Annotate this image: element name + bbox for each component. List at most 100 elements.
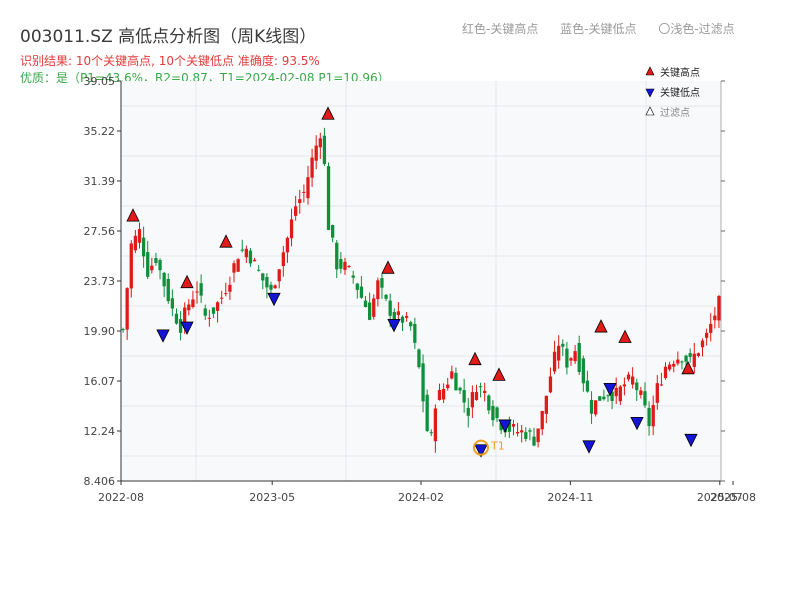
candle-body [713, 315, 717, 321]
candle-body [635, 382, 639, 391]
candle [298, 189, 302, 214]
candle-body [626, 374, 631, 380]
candle [536, 428, 540, 448]
y-axis-ticks: 8.406 12.24 16.07 19.90 23.73 27.56 31.39 35.22… [84, 75, 725, 488]
key-low-marker [603, 383, 617, 397]
candle [573, 345, 577, 364]
candle [281, 245, 285, 277]
candle [528, 427, 532, 441]
candle-body [610, 391, 614, 401]
candle [639, 386, 643, 399]
candle-body [154, 258, 158, 264]
candle [335, 240, 339, 279]
candle-body [306, 177, 310, 199]
candle-body [187, 304, 191, 311]
key-low-marker [684, 433, 698, 448]
key-high-marker [618, 329, 632, 343]
candle-body [335, 242, 339, 270]
y-tick-label: 35.22 [84, 125, 116, 138]
candle [400, 315, 405, 332]
candle [466, 398, 470, 428]
candle-body [191, 299, 195, 307]
candle [367, 292, 372, 321]
top-legend-filtered: 〇浅色-过滤点 [658, 22, 735, 36]
candle-body [211, 307, 216, 314]
candle-body [265, 276, 269, 288]
candles [121, 127, 721, 453]
candle-body [462, 390, 466, 403]
key-low-marker [387, 319, 401, 333]
candle-body [602, 396, 606, 400]
candle [651, 395, 655, 436]
candle-body [322, 135, 327, 165]
candle [667, 361, 672, 372]
candle [626, 371, 631, 382]
candle [569, 357, 573, 366]
x-tick-label: 2024-11 [547, 491, 593, 504]
candle-body [376, 280, 380, 300]
candle-body [409, 322, 413, 327]
candle-body [421, 363, 425, 402]
candle-body [363, 300, 368, 308]
key-low-marker [582, 440, 596, 454]
candle [585, 370, 590, 393]
candle [532, 427, 536, 447]
candle [417, 348, 421, 369]
candle-body [388, 300, 392, 316]
candle [310, 148, 314, 187]
candle-body [429, 432, 433, 434]
candle-body [561, 343, 565, 347]
candle-body [528, 430, 532, 432]
candle-body [548, 376, 553, 393]
t1-marker [473, 439, 489, 456]
key-low-marker [474, 444, 488, 458]
candle-body [692, 353, 696, 367]
candle-body [631, 376, 635, 385]
candle-body [236, 259, 240, 272]
x-tick-label: 2023-05 [249, 491, 295, 504]
candle-body [343, 261, 347, 270]
candle [355, 282, 359, 299]
key-low-marker [180, 321, 194, 335]
candle-body [704, 332, 709, 338]
x-tick-label: 2025-07 [697, 491, 743, 504]
candle-body [495, 407, 499, 418]
candle [688, 348, 692, 363]
y-tick-label: 27.56 [84, 225, 116, 238]
candle-body [581, 358, 585, 384]
y-tick-label: 16.07 [84, 375, 116, 388]
candle-body [121, 329, 125, 331]
key-lows [156, 292, 698, 458]
key-high-marker [468, 351, 482, 366]
y-tick-label: 8.406 [84, 475, 116, 488]
candle-body [639, 390, 643, 395]
candle [409, 320, 413, 331]
candle-body [183, 307, 187, 329]
candle [306, 165, 310, 205]
candle-body [552, 351, 557, 372]
candle-body [294, 206, 298, 216]
legend-label: 过滤点 [660, 106, 690, 119]
candle-body [622, 384, 627, 387]
candle [146, 240, 150, 280]
candle [544, 395, 548, 424]
candle-body [228, 284, 232, 292]
candle-body [507, 422, 511, 432]
candle-body [281, 252, 285, 266]
candle [462, 378, 466, 413]
result-text: 识别结果: 10个关键高点, 10个关键低点 准确度: 93.5% [20, 54, 320, 68]
candle [133, 229, 138, 254]
candle-body [700, 340, 705, 348]
candle [187, 299, 191, 316]
candle-body [359, 286, 364, 298]
candle [487, 394, 491, 415]
candle-body [417, 349, 421, 368]
candle-body [133, 235, 138, 251]
key-highs [126, 106, 695, 381]
candle [425, 389, 429, 432]
candle-body [125, 288, 129, 330]
candle-body [684, 355, 688, 362]
candle-body [162, 272, 166, 287]
candle-body [594, 400, 598, 415]
candle-body [203, 308, 207, 316]
